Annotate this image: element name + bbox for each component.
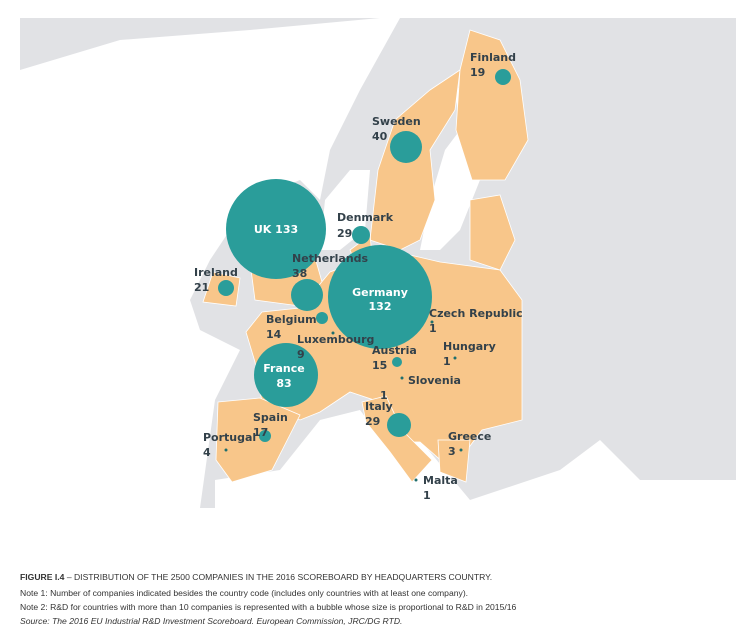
company-count: 3 — [448, 445, 456, 458]
dot — [331, 331, 335, 335]
company-count: 132 — [369, 300, 392, 313]
bubble — [218, 280, 234, 296]
country-name: Germany — [352, 286, 408, 299]
source: Source: The 2016 EU Industrial R&D Inves… — [20, 616, 402, 626]
company-count: 21 — [194, 281, 209, 294]
bubble — [390, 131, 422, 163]
country-name: Austria — [372, 344, 417, 357]
country-name: UK — [254, 223, 272, 236]
company-count: 15 — [372, 359, 387, 372]
dot — [400, 376, 404, 380]
country-name: Italy — [365, 400, 393, 413]
bubble — [352, 226, 370, 244]
company-count: 29 — [365, 415, 380, 428]
country-name: Luxembourg — [297, 333, 374, 346]
country-label: UK 133 — [254, 223, 298, 236]
company-count: 19 — [470, 66, 485, 79]
note: Note 2: R&D for countries with more than… — [20, 602, 517, 612]
country-name: Greece — [448, 430, 491, 443]
company-count: 133 — [275, 223, 298, 236]
country-name: Finland — [470, 51, 516, 64]
dot — [430, 320, 434, 324]
bubble — [495, 69, 511, 85]
bubble — [392, 357, 402, 367]
country-name: Denmark — [337, 211, 394, 224]
dot — [414, 478, 418, 482]
bubble — [226, 179, 326, 279]
country-name: Portugal — [203, 431, 256, 444]
caption-title: FIGURE I.4 – DISTRIBUTION OF THE 2500 CO… — [20, 572, 492, 582]
country-name: Slovenia — [408, 374, 461, 387]
bubble — [387, 413, 411, 437]
company-count: 1 — [423, 489, 431, 502]
country-name: Czech Republic — [429, 307, 523, 320]
company-count: 40 — [372, 130, 388, 143]
bubble — [291, 279, 323, 311]
bubble — [254, 343, 318, 407]
company-count: 1 — [380, 389, 388, 402]
dot — [459, 448, 463, 452]
country-name: Hungary — [443, 340, 496, 353]
country-name: Ireland — [194, 266, 238, 279]
country-name: Malta — [423, 474, 458, 487]
country-name: Netherlands — [292, 252, 369, 265]
company-count: 4 — [203, 446, 211, 459]
country-name: Spain — [253, 411, 288, 424]
country-name: France — [263, 362, 304, 375]
company-count: 38 — [292, 267, 307, 280]
company-count: 29 — [337, 227, 352, 240]
country-name: Sweden — [372, 115, 421, 128]
company-count: 14 — [266, 328, 282, 341]
note: Note 1: Number of companies indicated be… — [20, 588, 468, 598]
bubble — [259, 430, 271, 442]
country-name: Belgium — [266, 313, 317, 326]
bubble — [328, 245, 432, 349]
company-count: 17 — [253, 426, 268, 439]
dot — [453, 356, 457, 360]
company-count: 1 — [443, 355, 451, 368]
figure-title: – DISTRIBUTION OF THE 2500 COMPANIES IN … — [67, 572, 492, 582]
figure-number: FIGURE I.4 — [20, 572, 65, 582]
dot — [224, 448, 228, 452]
company-count: 9 — [297, 348, 305, 361]
company-count: 1 — [429, 322, 437, 335]
bubble — [316, 312, 328, 324]
company-count: 83 — [276, 377, 291, 390]
